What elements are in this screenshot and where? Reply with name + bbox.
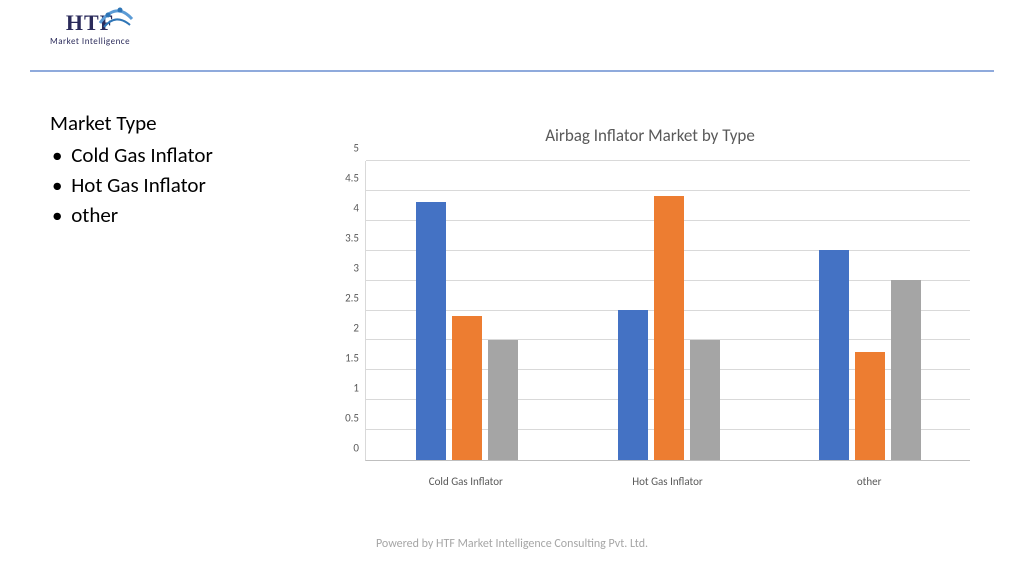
bar — [819, 250, 849, 460]
bar-chart: Airbag Inflator Market by Type 0 0.5 1 1.5 2… — [330, 125, 970, 475]
y-tick-label: 4 — [353, 202, 359, 215]
bar — [891, 280, 921, 460]
y-tick-label: 2.5 — [345, 292, 359, 305]
bar-group — [615, 196, 723, 460]
grid-line — [366, 160, 970, 161]
y-tick-label: 5 — [353, 142, 359, 155]
logo: HTF Market Intelligence — [50, 10, 130, 47]
bar — [488, 340, 518, 460]
y-tick-label: 0.5 — [345, 412, 359, 425]
y-tick-label: 1 — [353, 382, 359, 395]
bar-group — [413, 202, 521, 460]
chart-area: 00.511.522.533.544.55 — [330, 161, 970, 461]
x-tick-label: Cold Gas Inflator — [429, 475, 503, 488]
bar — [452, 316, 482, 460]
bar — [654, 196, 684, 460]
logo-swoosh-icon — [98, 5, 134, 33]
list-item: Hot Gas Inflator — [50, 172, 310, 198]
logo-subtitle: Market Intelligence — [50, 36, 130, 47]
market-type-section: Market Type Cold Gas Inflator Hot Gas In… — [50, 110, 310, 232]
y-axis: 00.511.522.533.544.55 — [330, 161, 365, 461]
x-tick-label: Hot Gas Inflator — [632, 475, 703, 488]
x-axis-labels: Cold Gas Inflator Hot Gas Inflator other — [365, 475, 970, 495]
y-tick-label: 2 — [353, 322, 359, 335]
plot-area — [365, 161, 970, 461]
y-tick-label: 3 — [353, 262, 359, 275]
chart-title: Airbag Inflator Market by Type — [330, 125, 970, 146]
bar — [690, 340, 720, 460]
bar — [618, 310, 648, 460]
grid-line — [366, 190, 970, 191]
bar-group — [816, 250, 924, 460]
list-item: Cold Gas Inflator — [50, 142, 310, 168]
bar — [855, 352, 885, 460]
list-item: other — [50, 202, 310, 228]
x-tick-label: other — [857, 475, 882, 488]
y-tick-label: 4.5 — [345, 172, 359, 185]
header-divider — [30, 70, 994, 72]
footer-text: Powered by HTF Market Intelligence Consu… — [0, 537, 1024, 551]
y-tick-label: 0 — [353, 442, 359, 455]
section-title: Market Type — [50, 110, 310, 136]
bar — [416, 202, 446, 460]
y-tick-label: 3.5 — [345, 232, 359, 245]
bullet-list: Cold Gas Inflator Hot Gas Inflator other — [50, 142, 310, 228]
y-tick-label: 1.5 — [345, 352, 359, 365]
